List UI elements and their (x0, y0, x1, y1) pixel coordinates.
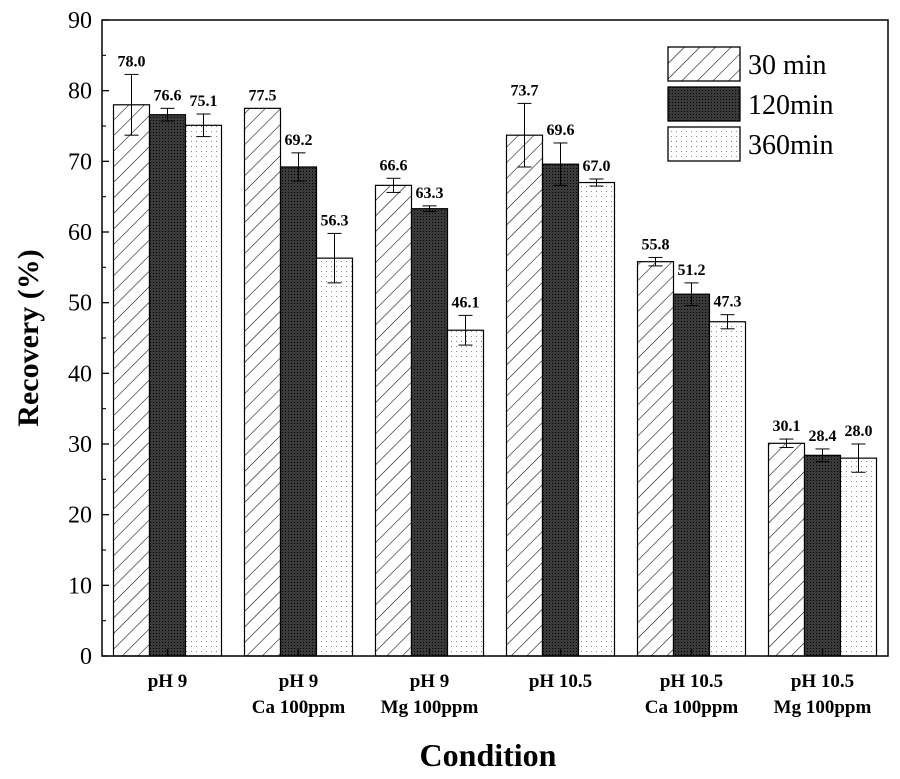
data-label: 78.0 (118, 53, 146, 70)
error-bar (386, 177, 401, 193)
y-axis-title: Recovery (%) (12, 249, 45, 426)
error-bar (458, 314, 473, 346)
error-bar (779, 438, 794, 449)
data-label: 47.3 (714, 294, 742, 311)
data-label: 77.5 (249, 87, 277, 104)
error-bar (684, 282, 699, 306)
x-tick-label: Mg 100ppm (381, 697, 479, 718)
y-tick-label: 10 (68, 573, 92, 599)
error-bar (124, 73, 139, 136)
error-bar (196, 113, 211, 138)
x-tick-label: pH 10.5 (529, 671, 592, 692)
error-bar (517, 102, 532, 168)
x-tick-label: pH 10.5 (660, 671, 723, 692)
data-label: 55.8 (642, 236, 670, 253)
error-bar (589, 178, 604, 187)
data-label: 67.0 (583, 158, 611, 175)
x-tick-label: Ca 100ppm (645, 697, 739, 718)
y-tick-label: 70 (68, 149, 92, 175)
legend-label: 30 min (748, 50, 827, 81)
x-tick-label: pH 10.5 (791, 671, 854, 692)
data-label: 69.6 (547, 122, 575, 139)
data-label: 66.6 (380, 157, 408, 174)
bar-30min-4 (636, 261, 675, 657)
error-bar (648, 256, 663, 267)
error-bar (422, 205, 437, 213)
x-tick-label: pH 9 (148, 671, 188, 692)
bar-30min-2 (374, 184, 413, 657)
bar-360min-0 (184, 124, 223, 657)
data-label: 56.3 (321, 212, 349, 229)
x-tick-label: Ca 100ppm (252, 697, 346, 718)
x-tick-label: pH 9 (410, 671, 450, 692)
bar-360min-5 (839, 457, 878, 657)
x-tick-label: Mg 100ppm (774, 697, 872, 718)
y-tick-label: 30 (68, 432, 92, 458)
error-bar (851, 443, 866, 473)
bar-120min-5 (803, 454, 842, 657)
error-bar (553, 142, 568, 186)
bar-120min-4 (672, 293, 711, 657)
y-tick-label: 60 (68, 220, 92, 246)
y-tick-label: 20 (68, 503, 92, 529)
error-bar (291, 152, 306, 182)
bar-30min-1 (243, 107, 282, 657)
data-label: 28.4 (809, 428, 837, 445)
y-tick-label: 40 (68, 361, 92, 387)
bar-360min-2 (446, 329, 485, 657)
legend-swatch (667, 126, 741, 162)
data-label: 76.6 (154, 87, 182, 104)
y-tick-label: 90 (68, 8, 92, 34)
data-label: 30.1 (773, 418, 801, 435)
legend-label: 360min (748, 130, 834, 161)
error-bar (815, 448, 830, 463)
x-tick-label: pH 9 (279, 671, 319, 692)
error-bar (160, 107, 175, 122)
bar-30min-0 (112, 104, 151, 657)
bar-120min-0 (148, 114, 187, 657)
y-tick-label: 0 (80, 644, 92, 670)
data-label: 28.0 (845, 423, 873, 440)
data-label: 51.2 (678, 262, 706, 279)
bar-120min-2 (410, 208, 449, 657)
data-label: 69.2 (285, 132, 313, 149)
y-tick-label: 50 (68, 291, 92, 317)
bar-360min-4 (708, 321, 747, 657)
y-tick-label: 80 (68, 79, 92, 105)
error-bar (720, 314, 735, 330)
bar-120min-3 (541, 163, 580, 657)
data-label: 73.7 (511, 82, 539, 99)
bar-120min-1 (279, 166, 318, 657)
legend-label: 120min (748, 90, 834, 121)
error-bar (327, 232, 342, 284)
bar-30min-5 (767, 442, 806, 657)
bar-360min-3 (577, 181, 616, 657)
bar-30min-3 (505, 134, 544, 657)
x-axis-title: Condition (420, 737, 557, 773)
data-label: 63.3 (416, 185, 444, 202)
data-label: 75.1 (190, 93, 218, 110)
legend-swatch (667, 46, 741, 82)
bar-360min-1 (315, 257, 354, 657)
legend-swatch (667, 86, 741, 122)
data-label: 46.1 (452, 294, 480, 311)
